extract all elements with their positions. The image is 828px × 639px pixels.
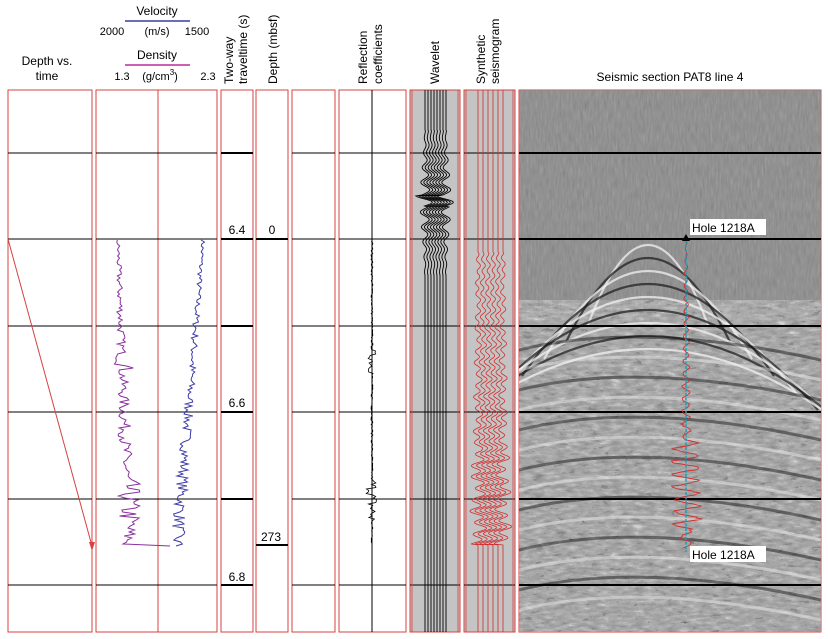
svg-text:Depth (mbsf): Depth (mbsf) bbox=[266, 15, 280, 84]
svg-text:Reflection: Reflection bbox=[356, 31, 370, 84]
seismic-reflector bbox=[586, 244, 710, 326]
depth-panel bbox=[255, 89, 289, 633]
seismic-reflector bbox=[519, 495, 821, 522]
velocity-density-panel bbox=[95, 89, 218, 633]
header-depth: Depth (mbsf) bbox=[266, 15, 280, 84]
seismic-dome-reflectors bbox=[519, 244, 821, 622]
svg-text:Two-way: Two-way bbox=[222, 37, 236, 84]
density-unit-label: (g/cm3) bbox=[142, 68, 178, 83]
wavelet-trace bbox=[435, 90, 454, 632]
seismic-reflector bbox=[519, 308, 819, 411]
seismic-image bbox=[519, 90, 821, 632]
synthetic-trace bbox=[488, 90, 508, 632]
wavelet-trace bbox=[423, 90, 442, 632]
seismic-reflector bbox=[519, 595, 821, 622]
seismic-reflector bbox=[519, 575, 821, 602]
synthetic-trace bbox=[493, 90, 512, 632]
seismic-reflector bbox=[519, 348, 821, 411]
header-wavelet: Wavelet bbox=[428, 40, 442, 84]
svg-text:time: time bbox=[36, 69, 59, 83]
seismic-reflector bbox=[519, 435, 821, 462]
wavelet-trace bbox=[414, 90, 433, 632]
header-twt: Two-way traveltime (s) bbox=[222, 15, 250, 84]
svg-text:coefficients: coefficients bbox=[371, 24, 385, 84]
svg-text:traveltime (s): traveltime (s) bbox=[236, 15, 250, 84]
seismic-reflector bbox=[519, 475, 821, 502]
seismic-reflector bbox=[519, 355, 821, 382]
density-max-label: 2.3 bbox=[200, 71, 215, 83]
synthetic-trace bbox=[478, 90, 497, 632]
synthetic-trace bbox=[474, 90, 493, 632]
synthetic-trace bbox=[482, 90, 503, 632]
svg-text:Synthetic: Synthetic bbox=[474, 35, 488, 84]
hole-top-arrow-icon bbox=[682, 234, 690, 241]
seismic-reflector bbox=[519, 535, 821, 562]
velocity-max-label: 1500 bbox=[185, 26, 209, 38]
seismic-reflector bbox=[519, 555, 821, 582]
header-synthetic: Synthetic seismogram bbox=[474, 19, 502, 84]
seismic-reflector bbox=[519, 415, 821, 442]
twt-panel bbox=[220, 89, 254, 633]
seismic-reflector bbox=[519, 395, 821, 422]
twt-label: 6.8 bbox=[229, 570, 246, 584]
twt-label: 6.6 bbox=[229, 396, 246, 410]
velocity-unit-label: (m/s) bbox=[144, 26, 169, 38]
header-velocity-density: Velocity 2000 (m/s) 1500 Density 1.3 (g/… bbox=[100, 4, 216, 83]
hole-insert: Hole 1218A Hole 1218A bbox=[670, 219, 766, 562]
twt-axis-labels: 6.4 6.6 6.8 bbox=[229, 223, 246, 584]
depth-axis-labels: 0 273 bbox=[256, 223, 288, 546]
depth-vs-time-panel bbox=[7, 89, 93, 633]
seismic-reflector bbox=[519, 515, 821, 542]
seismic-reflector bbox=[519, 455, 821, 482]
header-reflection: Reflection coefficients bbox=[356, 24, 385, 84]
svg-text:Wavelet: Wavelet bbox=[428, 40, 442, 84]
seismic-reflector bbox=[519, 296, 797, 394]
header-depth-vs-time: Depth vs. time bbox=[22, 54, 73, 83]
hole-bottom-label-bg bbox=[690, 546, 766, 562]
synthetic-traces bbox=[469, 90, 512, 632]
velocity-curve bbox=[172, 239, 206, 547]
wavelet-trace bbox=[429, 90, 448, 632]
hole-top-label: Hole 1218A bbox=[692, 221, 755, 235]
depth-label-273: 273 bbox=[261, 530, 281, 544]
seismic-reflector bbox=[519, 322, 821, 410]
hole-synthetic-trace bbox=[670, 241, 703, 549]
density-title: Density bbox=[137, 48, 177, 62]
density-min-label: 1.3 bbox=[114, 71, 129, 83]
hole-bottom-label: Hole 1218A bbox=[692, 548, 755, 562]
panel-red-separators bbox=[411, 90, 514, 632]
seismic-section-title: Seismic section PAT8 line 4 bbox=[597, 70, 744, 84]
svg-text:Depth vs.: Depth vs. bbox=[22, 54, 73, 68]
wavelet-trace bbox=[426, 90, 445, 632]
seismic-reflector bbox=[519, 375, 821, 402]
twt-label: 6.4 bbox=[229, 223, 246, 237]
depth-label-0: 0 bbox=[269, 223, 276, 237]
wavelet-trace bbox=[420, 90, 439, 632]
depth-vs-time-arrow bbox=[7, 238, 95, 551]
wavelet-traces bbox=[414, 90, 454, 632]
twt-ticks bbox=[221, 152, 253, 586]
blank-panel bbox=[291, 89, 336, 633]
wavelet-trace bbox=[417, 90, 436, 632]
reflection-coefficient-trace bbox=[365, 239, 377, 545]
velocity-min-label: 2000 bbox=[100, 26, 124, 38]
wavelet-trace bbox=[432, 90, 451, 632]
hole-top-label-bg bbox=[690, 219, 766, 235]
density-curve bbox=[113, 239, 171, 547]
svg-text:seismogram: seismogram bbox=[488, 19, 502, 84]
seismic-reflector bbox=[519, 334, 821, 409]
seismic-reflector bbox=[519, 335, 821, 362]
velocity-title: Velocity bbox=[136, 4, 177, 18]
synthetic-trace bbox=[469, 90, 488, 632]
